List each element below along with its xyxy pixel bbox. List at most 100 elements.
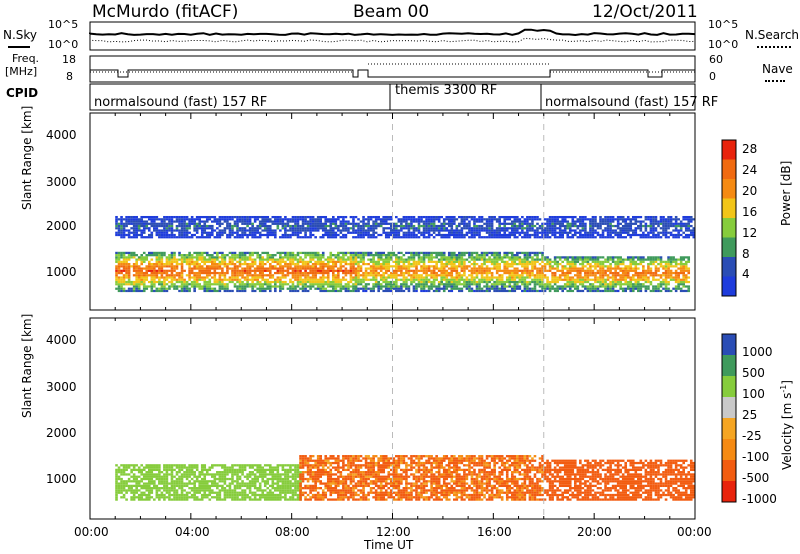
power-cell (281, 283, 285, 286)
power-cell (581, 280, 585, 284)
power-cell (357, 276, 360, 279)
power-cell (387, 215, 391, 219)
power-cell (178, 222, 181, 225)
power-cell (339, 289, 343, 293)
power-cell (475, 276, 479, 279)
power-cell (541, 251, 544, 255)
power-cell (586, 278, 590, 281)
power-cell (384, 233, 388, 237)
power-cell (339, 287, 343, 290)
power-cell (400, 251, 403, 255)
power-cell (228, 218, 232, 221)
power-cell (483, 251, 486, 255)
power-cell (132, 220, 136, 223)
power-cell (422, 236, 426, 239)
power-cell (460, 283, 464, 286)
power-cell (442, 283, 446, 286)
power-cell (243, 218, 247, 221)
power-cell (205, 285, 209, 288)
power-cell (637, 280, 640, 284)
power-cell (468, 222, 471, 225)
power-cell (453, 254, 456, 257)
power-cell (205, 269, 209, 272)
power-cell (410, 215, 413, 219)
power-cell (480, 215, 484, 219)
power-cell (321, 283, 325, 286)
power-cell (624, 271, 628, 275)
power-cell (233, 262, 237, 266)
power-cell (450, 289, 454, 293)
power-cell (268, 229, 272, 232)
power-cell (372, 278, 375, 281)
power-cell (289, 287, 292, 290)
power-cell (664, 227, 668, 230)
power-cell (170, 276, 174, 279)
power-cell (389, 222, 393, 225)
power-cell (160, 258, 164, 261)
power-cell (369, 258, 373, 261)
power-cell (256, 254, 259, 257)
power-cell (480, 265, 484, 268)
power-cell (682, 231, 685, 234)
power-cell (117, 269, 121, 272)
power-cell (127, 256, 131, 259)
power-cell (629, 269, 633, 272)
power-cell (268, 274, 272, 277)
power-cell (591, 265, 595, 268)
power-cell (649, 262, 653, 266)
power-cell (475, 285, 479, 288)
power-cell (321, 222, 325, 225)
power-cell (193, 271, 196, 275)
power-cell (571, 236, 575, 239)
power-cell (165, 233, 169, 237)
power-cell (185, 227, 189, 230)
power-cell (568, 256, 572, 259)
power-cell (679, 280, 683, 284)
power-cell (155, 260, 159, 263)
power-cell (442, 254, 446, 257)
power-cell (258, 274, 262, 277)
power-cell (631, 262, 635, 266)
power-cell (568, 229, 572, 232)
power-cell (412, 265, 416, 268)
power-cell (611, 267, 615, 270)
power-cell (513, 283, 517, 286)
power-cell (621, 283, 625, 286)
power-cell (274, 285, 277, 288)
power-cell (291, 274, 295, 277)
power-cell (357, 231, 360, 234)
power-cell (682, 276, 685, 279)
power-cell (284, 227, 287, 230)
power-cell (158, 224, 161, 228)
power-cell (629, 285, 633, 288)
power-cell (566, 271, 570, 275)
power-cell (458, 254, 461, 257)
power-cell (478, 258, 481, 261)
power-cell (175, 260, 179, 263)
power-cell (470, 274, 474, 277)
power-cell (538, 262, 542, 266)
power-cell (410, 278, 413, 281)
power-cell (395, 229, 398, 232)
power-cell (495, 260, 499, 263)
power-echoes (115, 215, 696, 293)
power-cell (422, 285, 426, 288)
power-cell (621, 271, 625, 275)
power-cell (354, 260, 358, 263)
power-cell (503, 271, 507, 275)
power-cell (556, 269, 559, 272)
power-cell (505, 256, 509, 259)
power-cell (594, 285, 597, 288)
power-cell (526, 287, 529, 290)
power-cell (584, 231, 587, 234)
power-cell (543, 262, 547, 266)
power-cell (490, 236, 494, 239)
power-cell (140, 283, 144, 286)
power-cell (601, 229, 605, 232)
power-cell (634, 260, 638, 263)
power-cell (561, 271, 564, 275)
power-cell (417, 274, 421, 277)
power-cell (150, 218, 154, 221)
power-cell (405, 271, 408, 275)
power-cell (382, 262, 386, 266)
